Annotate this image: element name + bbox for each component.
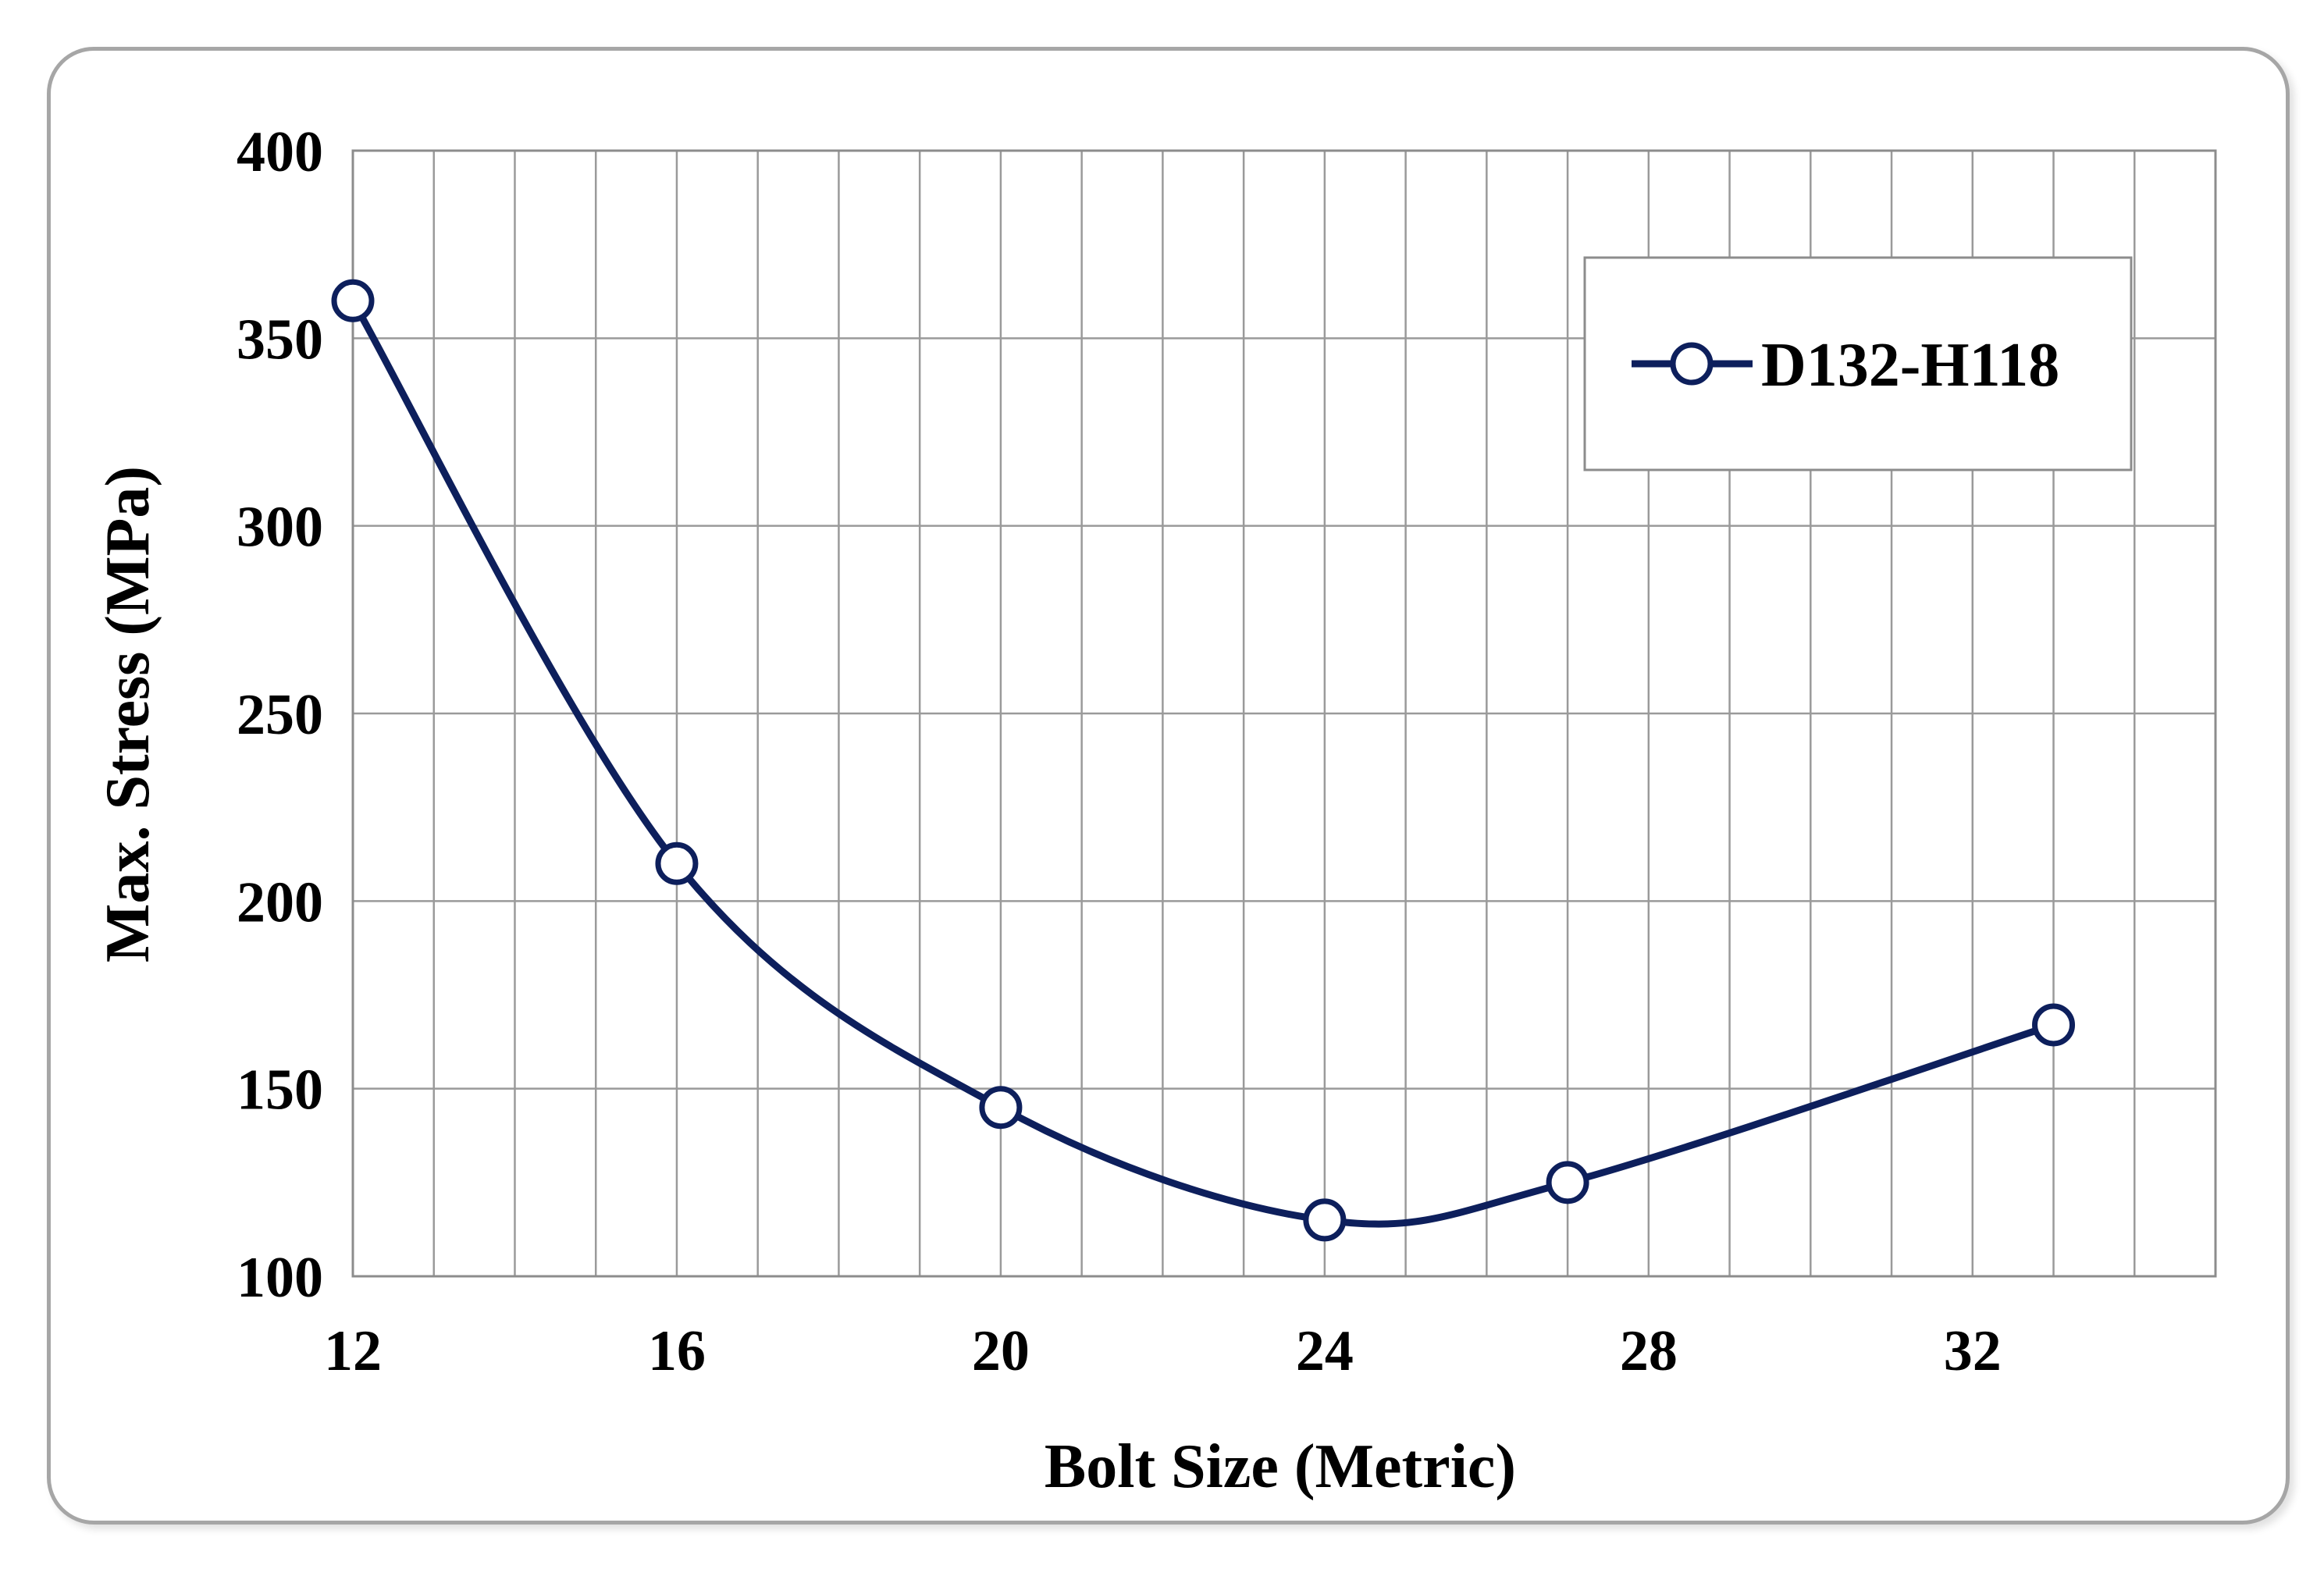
y-tick-label: 100 [237, 1246, 323, 1310]
data-point [2032, 1003, 2076, 1047]
data-point [1546, 1161, 1589, 1204]
legend-series-marker [1670, 342, 1714, 386]
x-tick-label: 16 [648, 1319, 706, 1383]
series-line [350, 299, 2055, 1228]
x-tick-label: 28 [1620, 1319, 1678, 1383]
x-tick-label: 20 [972, 1319, 1030, 1383]
series-layer [331, 279, 2076, 1242]
x-tick-label: 32 [1944, 1319, 2002, 1383]
y-tick-label: 350 [237, 308, 323, 372]
x-tick-label: 12 [324, 1319, 382, 1383]
data-point [1303, 1198, 1347, 1242]
x-axis-title: Bolt Size (Metric) [1045, 1432, 1516, 1501]
data-point [655, 841, 699, 885]
y-tick-label: 200 [237, 870, 323, 934]
y-tick-label: 300 [237, 496, 323, 560]
y-tick-label: 150 [237, 1058, 323, 1122]
x-axis-tick-labels: 12 16 20 24 28 32 [324, 1319, 2002, 1383]
legend-series-label: D132-H118 [1761, 331, 2059, 400]
plot-area-border [351, 149, 2217, 1278]
x-tick-label: 24 [1296, 1319, 1354, 1383]
legend: D132-H118 [1583, 256, 2133, 471]
y-axis-title: Max. Stress (MPa) [94, 466, 162, 962]
y-tick-label: 400 [237, 120, 323, 184]
data-point [979, 1086, 1023, 1130]
y-tick-label: 250 [237, 683, 323, 747]
y-axis-tick-labels: 100 150 200 250 300 350 400 [237, 120, 323, 1310]
data-point [331, 279, 375, 322]
